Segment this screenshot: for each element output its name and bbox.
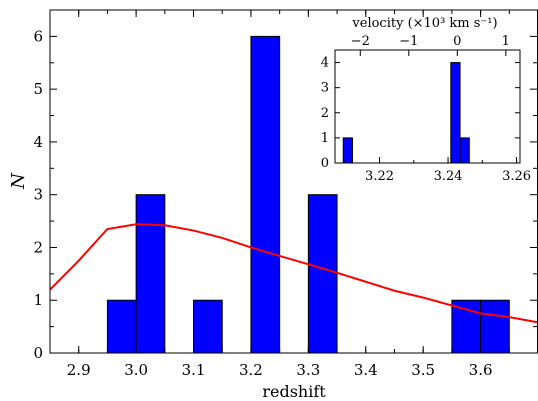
main-x-tick-label: 3.6 — [469, 361, 493, 379]
inset-bar-2 — [459, 137, 470, 164]
main-bar-0 — [106, 299, 137, 354]
main-x-tick-label: 2.9 — [67, 361, 91, 379]
inset-top-tick-label: 1 — [502, 34, 510, 49]
main-bar-1 — [135, 194, 166, 354]
inset-y-tick-label: 3 — [321, 81, 329, 96]
inset-bar-0 — [342, 137, 353, 164]
main-y-tick-label: 6 — [33, 27, 43, 45]
inset-top-tick-label: −2 — [351, 34, 370, 49]
inset-top-tick-label: −1 — [399, 34, 418, 49]
main-bar-2 — [193, 299, 223, 354]
inset-x-tick-labels: 3.22 3.24 3.26 — [365, 169, 531, 184]
inset-plot-frame — [334, 49, 521, 164]
inset-top-tick-label: 0 — [453, 34, 461, 49]
inset-plot: 3.22 3.24 3.26 0 1 2 3 4 −2 −1 0 1 velocity (×10³… — [321, 16, 531, 184]
main-model-curve — [49, 223, 538, 324]
main-y-tick-labels: 0 1 2 3 4 5 6 — [33, 27, 43, 362]
main-x-tick-label: 3.5 — [411, 361, 435, 379]
inset-x-tick-label: 3.26 — [502, 169, 531, 184]
main-bar-6 — [480, 299, 510, 354]
inset-y-tick-label: 2 — [321, 106, 329, 121]
main-x-tick-label: 3.4 — [354, 361, 378, 379]
inset-y-tick-labels: 0 1 2 3 4 — [321, 56, 329, 171]
main-y-axis-title: N — [8, 172, 29, 190]
main-bar-5 — [451, 299, 482, 354]
main-ticks — [49, 10, 538, 354]
main-x-tick-label: 3.2 — [239, 361, 263, 379]
inset-velocity-axis-title: velocity (×10³ km s⁻¹) — [351, 16, 497, 31]
main-bar-4 — [307, 194, 338, 354]
inset-y-tick-label: 1 — [321, 131, 329, 146]
inset-top-tick-labels: −2 −1 0 1 — [351, 34, 510, 49]
inset-background — [335, 50, 520, 163]
inset-bar-1 — [450, 62, 461, 164]
main-y-tick-label: 4 — [33, 133, 43, 151]
main-bar-3 — [250, 35, 281, 354]
main-x-tick-label: 3.0 — [124, 361, 148, 379]
main-y-tick-label: 0 — [33, 344, 43, 362]
main-y-tick-label: 5 — [33, 80, 43, 98]
main-plot: 2.9 3.0 3.1 3.2 3.3 3.4 3.5 3.6 0 1 2 3 4 5 6 redshif… — [8, 9, 538, 401]
inset-y-tick-label: 0 — [321, 156, 329, 171]
main-y-tick-label: 3 — [33, 186, 43, 204]
main-x-tick-label: 3.3 — [296, 361, 320, 379]
main-y-tick-label: 2 — [33, 238, 43, 256]
main-x-axis-title: redshift — [262, 382, 326, 401]
main-x-tick-labels: 2.9 3.0 3.1 3.2 3.3 3.4 3.5 3.6 — [67, 361, 493, 379]
inset-ticks — [335, 50, 520, 164]
main-y-tick-label: 1 — [33, 291, 43, 309]
inset-x-tick-label: 3.22 — [365, 169, 394, 184]
inset-x-tick-label: 3.24 — [434, 169, 463, 184]
main-x-tick-label: 3.1 — [182, 361, 206, 379]
inset-y-tick-label: 4 — [321, 56, 329, 71]
